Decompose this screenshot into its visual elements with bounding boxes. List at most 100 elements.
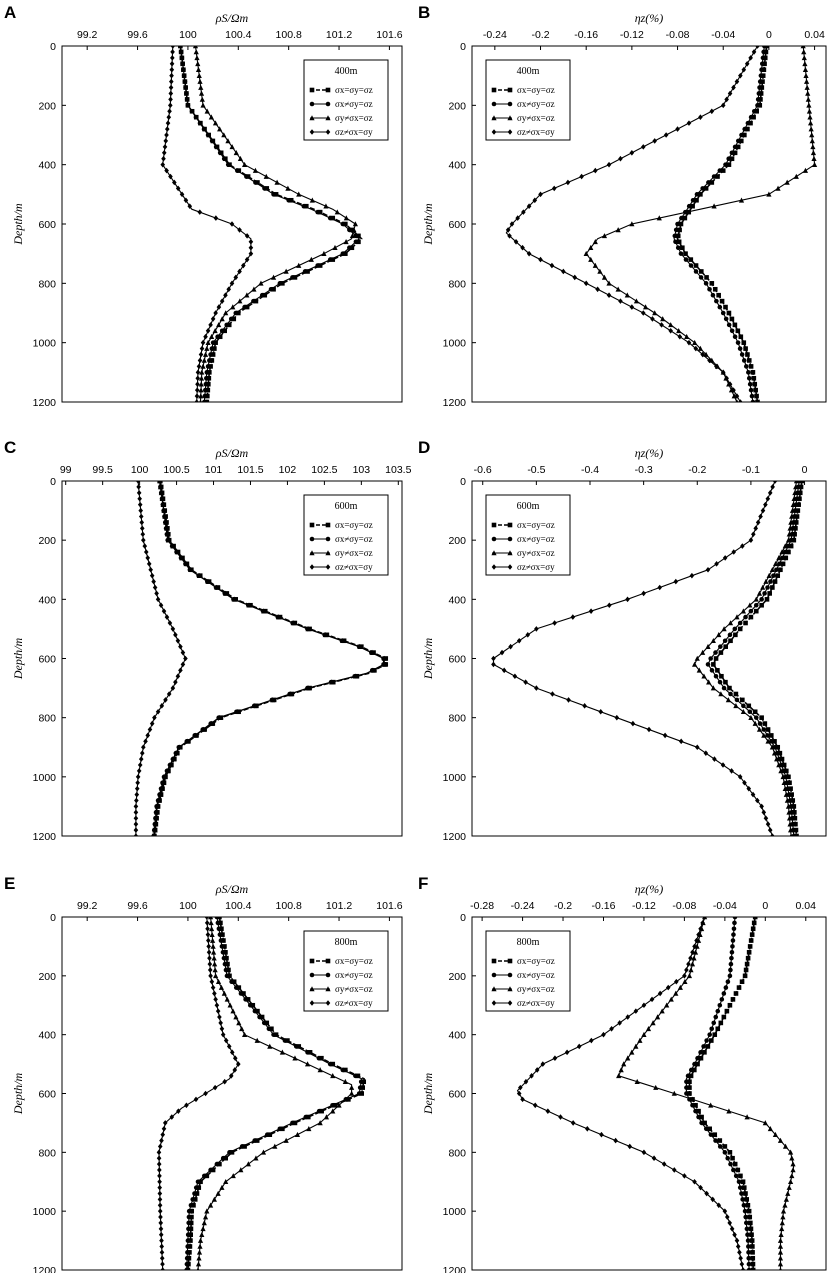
- y-tick-label: 400: [448, 160, 466, 172]
- data-point: [716, 1202, 722, 1209]
- data-point: [210, 340, 216, 345]
- data-point: [711, 662, 716, 667]
- data-point: [153, 815, 159, 821]
- data-point: [211, 949, 217, 955]
- data-point: [227, 1002, 233, 1008]
- data-point: [305, 1050, 310, 1055]
- data-point: [509, 221, 515, 227]
- series-1: [185, 917, 367, 1270]
- legend-box: [303, 930, 389, 1012]
- data-point: [186, 1226, 191, 1232]
- data-point: [742, 973, 748, 979]
- data-point: [200, 339, 206, 346]
- data-point: [138, 756, 144, 762]
- data-point: [550, 691, 555, 697]
- data-point: [508, 643, 513, 650]
- data-point: [692, 1061, 697, 1067]
- data-point: [343, 215, 349, 221]
- data-point: [229, 1049, 235, 1056]
- data-point: [777, 1237, 784, 1243]
- data-point: [196, 1255, 202, 1261]
- data-point: [718, 650, 724, 655]
- data-point: [525, 632, 531, 638]
- data-point: [686, 120, 692, 126]
- data-point: [733, 691, 739, 697]
- data-point: [709, 108, 715, 115]
- data-point: [777, 1243, 784, 1249]
- data-point: [732, 1231, 737, 1238]
- data-point: [726, 322, 732, 328]
- data-point: [733, 991, 739, 996]
- data-point: [738, 138, 744, 144]
- data-point: [250, 1002, 256, 1008]
- data-point: [746, 370, 751, 375]
- data-point: [767, 490, 773, 496]
- data-point: [358, 1079, 364, 1085]
- data-point: [682, 973, 687, 979]
- data-point: [223, 1178, 229, 1185]
- data-point: [700, 649, 706, 655]
- data-point: [261, 608, 267, 614]
- data-point: [673, 239, 678, 245]
- data-point: [704, 275, 709, 280]
- data-point: [244, 292, 250, 298]
- data-point: [785, 1190, 791, 1196]
- data-point: [801, 55, 807, 61]
- data-point: [349, 233, 355, 239]
- data-point: [351, 227, 357, 233]
- data-point: [158, 490, 164, 496]
- data-point: [697, 345, 703, 351]
- data-point: [161, 608, 167, 614]
- data-point: [780, 1208, 787, 1214]
- data-point: [223, 292, 228, 298]
- data-point: [205, 132, 211, 138]
- data-point: [753, 387, 758, 393]
- data-point: [652, 310, 658, 316]
- data-point: [220, 932, 225, 937]
- data-point: [746, 1267, 752, 1270]
- y-tick-label: 200: [448, 535, 466, 547]
- data-point: [724, 375, 729, 382]
- data-point: [696, 1108, 701, 1114]
- data-point: [708, 656, 713, 661]
- y-tick-label: 200: [38, 971, 56, 983]
- data-point: [257, 1014, 262, 1020]
- data-point: [215, 334, 220, 340]
- data-point: [200, 102, 206, 108]
- data-point: [142, 543, 148, 549]
- data-point: [198, 84, 204, 90]
- data-point: [217, 1161, 222, 1167]
- legend-marker: [507, 550, 513, 556]
- data-point: [694, 937, 699, 944]
- legend-marker: [325, 958, 331, 964]
- x-tick-label: 101.2: [326, 900, 352, 912]
- data-point: [194, 387, 200, 393]
- data-point: [735, 328, 741, 334]
- data-point: [229, 979, 234, 985]
- data-point: [140, 531, 146, 538]
- data-point: [505, 227, 511, 233]
- data-point: [734, 697, 740, 703]
- data-point: [197, 209, 203, 215]
- data-point: [221, 156, 227, 162]
- data-point: [716, 292, 721, 298]
- data-point: [330, 257, 336, 262]
- series-4: [491, 481, 778, 836]
- data-point: [752, 917, 758, 920]
- data-point: [319, 1108, 324, 1114]
- data-point: [736, 1179, 742, 1185]
- data-point: [653, 1084, 659, 1090]
- data-point: [633, 1008, 639, 1014]
- data-point: [226, 1043, 232, 1050]
- data-point: [746, 1261, 752, 1267]
- data-point: [721, 626, 727, 632]
- data-point: [760, 55, 766, 61]
- data-point: [740, 1179, 746, 1185]
- data-point: [357, 643, 363, 649]
- data-point: [178, 46, 183, 49]
- data-point: [217, 334, 223, 340]
- data-point: [727, 685, 732, 691]
- data-point: [791, 833, 797, 836]
- data-point: [684, 967, 689, 973]
- data-point: [792, 490, 798, 496]
